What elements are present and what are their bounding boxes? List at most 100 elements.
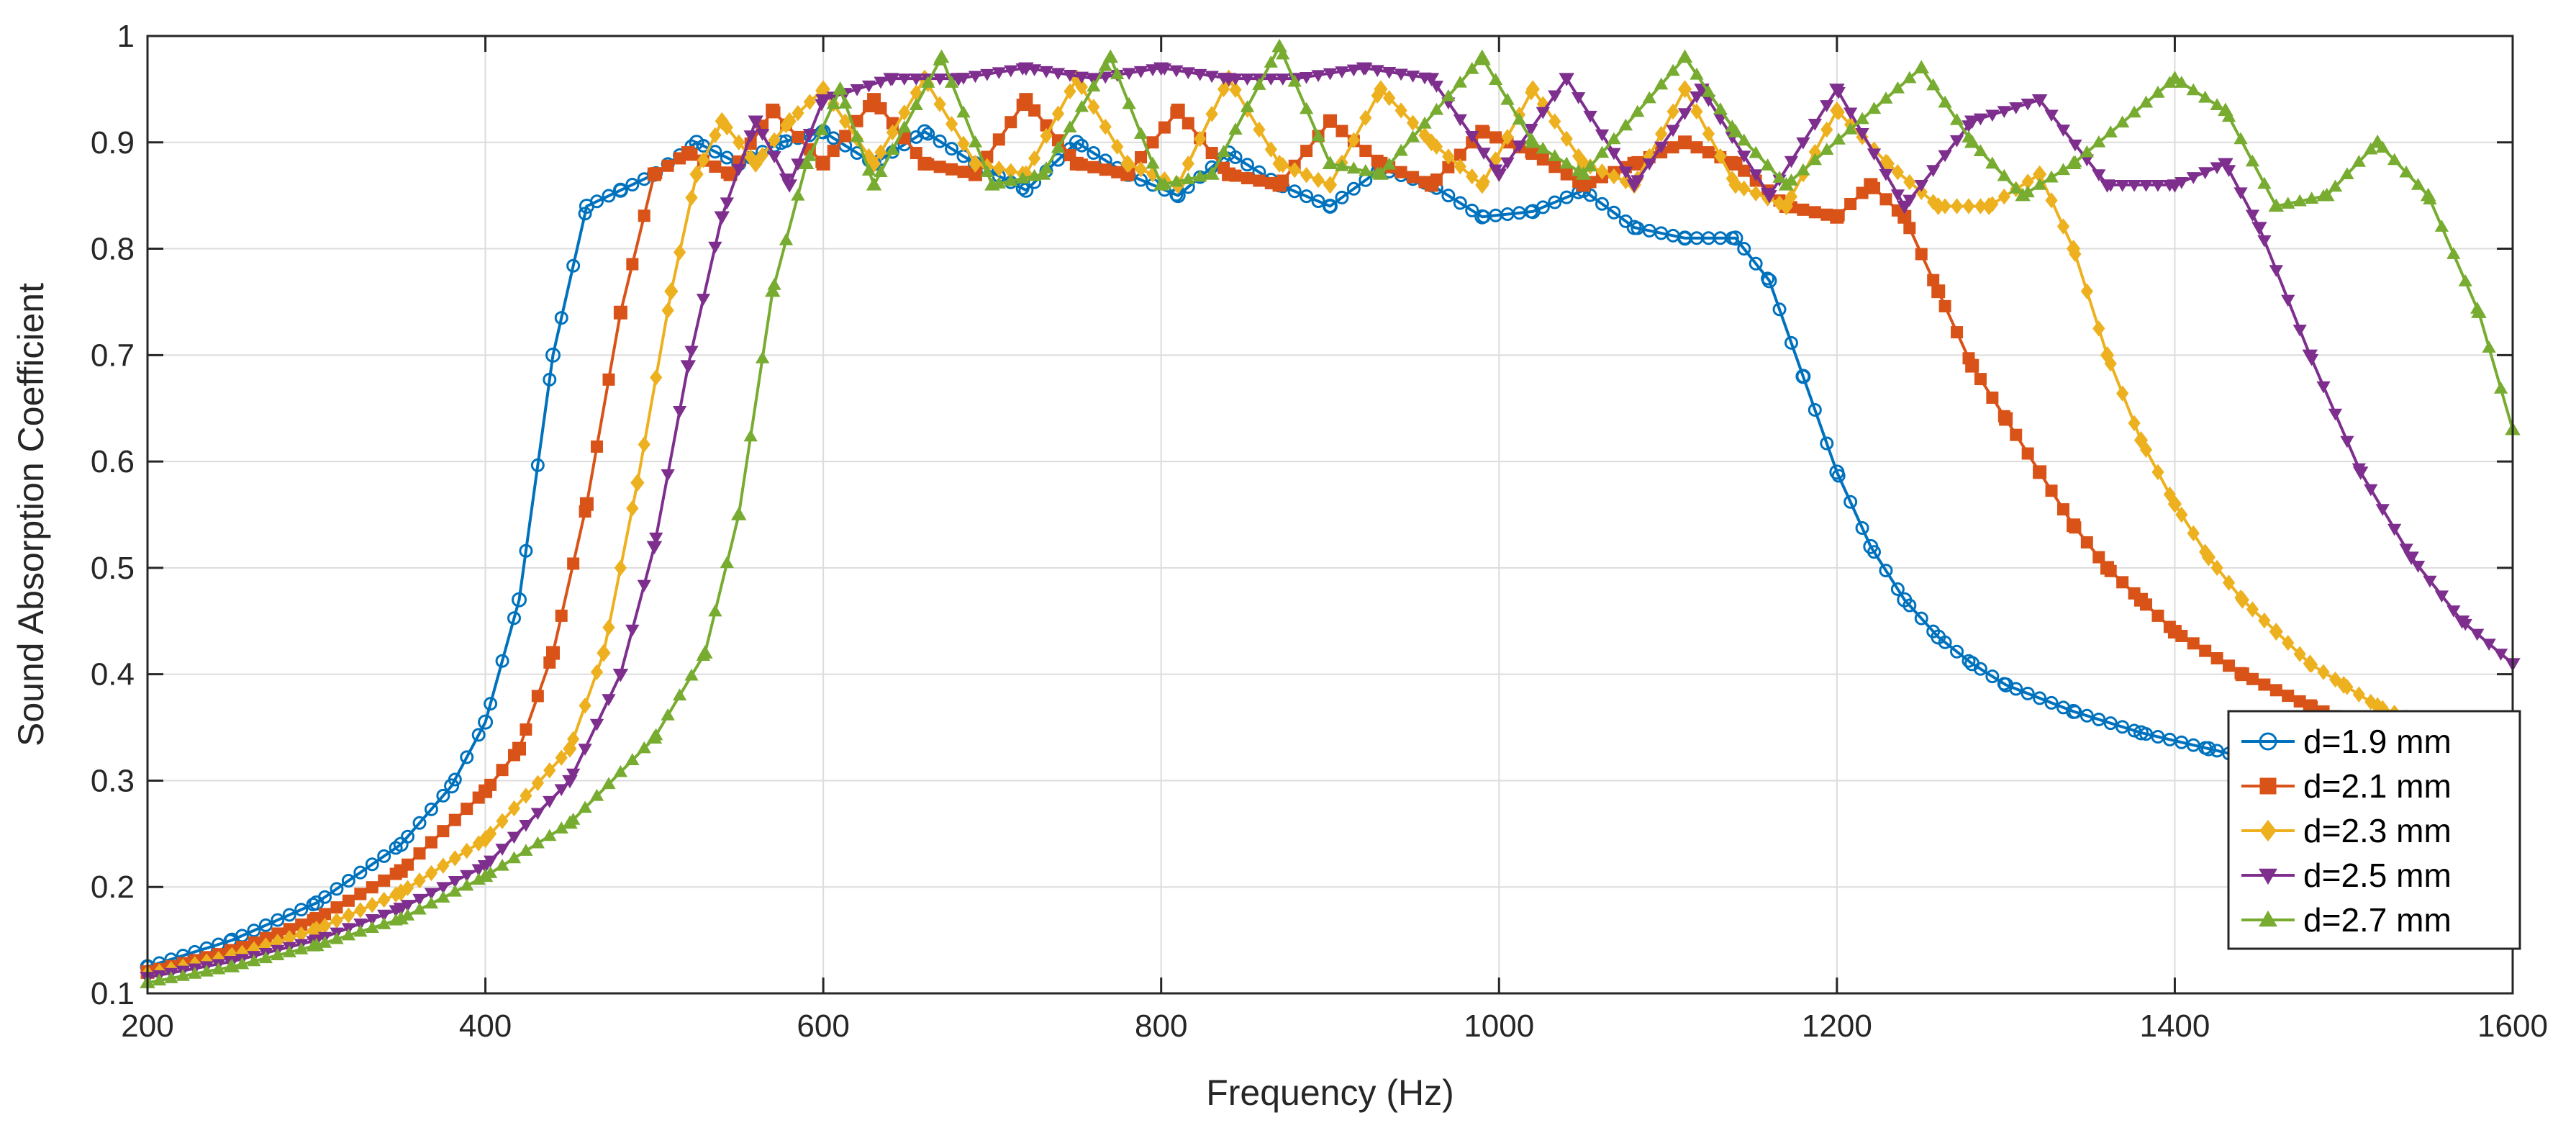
series-marker bbox=[235, 957, 250, 970]
series-marker bbox=[1737, 133, 1751, 146]
series-marker bbox=[461, 803, 473, 816]
series-marker bbox=[1548, 113, 1561, 130]
series-marker bbox=[1962, 654, 1976, 668]
series-marker bbox=[755, 129, 770, 141]
data-point bbox=[2268, 198, 2285, 212]
series-marker bbox=[2139, 95, 2154, 108]
data-point bbox=[1069, 156, 1084, 171]
series-marker bbox=[365, 913, 379, 926]
y-tick-label: 0.7 bbox=[91, 338, 135, 373]
data-point bbox=[563, 739, 577, 758]
series-marker bbox=[602, 189, 616, 203]
series-marker bbox=[1559, 156, 1574, 169]
series-marker bbox=[850, 130, 864, 143]
series-marker bbox=[530, 458, 545, 472]
data-point bbox=[224, 959, 240, 972]
series-marker bbox=[1122, 68, 1136, 81]
series-marker bbox=[1039, 66, 1053, 78]
legend-marker bbox=[2259, 819, 2277, 842]
series-marker bbox=[1997, 168, 2011, 181]
series-marker bbox=[2269, 684, 2282, 697]
data-point bbox=[1897, 592, 1913, 608]
series-marker bbox=[1666, 125, 1680, 137]
series-marker bbox=[709, 127, 722, 144]
series-marker bbox=[2399, 165, 2413, 178]
series-marker bbox=[1276, 73, 1290, 86]
series-marker bbox=[2021, 686, 2035, 700]
y-tick-label: 0.2 bbox=[91, 870, 135, 905]
series-marker bbox=[2281, 294, 2295, 307]
series-marker bbox=[448, 850, 461, 867]
series-marker bbox=[1264, 141, 1277, 158]
data-point bbox=[1829, 83, 1845, 97]
series-marker bbox=[448, 813, 461, 826]
series-marker bbox=[2364, 484, 2378, 497]
data-point bbox=[2454, 615, 2470, 629]
series-marker bbox=[1453, 75, 1467, 88]
series-marker bbox=[424, 896, 439, 909]
data-point bbox=[512, 741, 527, 756]
data-point bbox=[917, 156, 932, 171]
series-marker bbox=[271, 948, 285, 960]
series-marker bbox=[2080, 536, 2093, 549]
series-marker bbox=[2269, 265, 2283, 277]
data-point bbox=[1931, 629, 1946, 645]
series-marker bbox=[1690, 67, 1704, 80]
series-marker bbox=[1607, 132, 1621, 145]
data-point bbox=[1575, 166, 1592, 180]
series-marker bbox=[2009, 181, 2023, 194]
legend-label: d=2.7 mm bbox=[2303, 901, 2452, 939]
series-marker bbox=[2282, 634, 2295, 651]
data-point bbox=[951, 73, 966, 87]
data-point bbox=[1153, 62, 1169, 76]
series-marker bbox=[1241, 172, 1253, 185]
series-marker bbox=[1808, 153, 1823, 166]
series-marker bbox=[732, 163, 746, 176]
series-marker bbox=[590, 664, 604, 680]
series-marker bbox=[909, 98, 923, 110]
data-point bbox=[2318, 187, 2335, 202]
series-marker bbox=[708, 145, 722, 159]
data-point bbox=[1626, 220, 1642, 235]
series-marker bbox=[874, 76, 888, 89]
series-marker bbox=[1300, 145, 1313, 158]
series-marker bbox=[1797, 203, 1810, 216]
series-marker bbox=[2198, 90, 2213, 103]
series-marker bbox=[1193, 68, 1207, 81]
series-marker bbox=[944, 76, 959, 88]
series-marker bbox=[2258, 612, 2271, 629]
series-marker bbox=[768, 132, 781, 149]
series-layer bbox=[140, 38, 2521, 988]
data-point bbox=[1677, 80, 1692, 99]
series-marker bbox=[566, 768, 581, 781]
series-marker bbox=[1950, 198, 1964, 215]
series-marker bbox=[613, 764, 628, 777]
x-tick-label: 1400 bbox=[2139, 1008, 2210, 1044]
series-marker bbox=[909, 73, 923, 86]
series-marker bbox=[437, 825, 450, 838]
series-marker bbox=[543, 372, 557, 387]
series-marker bbox=[1240, 158, 1254, 172]
series-marker bbox=[1394, 102, 1407, 119]
series-marker bbox=[720, 197, 734, 210]
data-point bbox=[2133, 431, 2149, 450]
series-marker bbox=[188, 967, 202, 979]
series-marker bbox=[1099, 118, 1112, 135]
series-marker bbox=[530, 836, 545, 849]
series-marker bbox=[282, 945, 296, 957]
x-tick-label: 1000 bbox=[1464, 1008, 1534, 1044]
y-tick-label: 0.6 bbox=[91, 444, 135, 479]
series-marker bbox=[1063, 83, 1076, 100]
series-marker bbox=[1997, 106, 2011, 118]
y-tick-label: 0.3 bbox=[91, 763, 135, 798]
data-point bbox=[1761, 273, 1777, 289]
data-point bbox=[545, 646, 560, 660]
series-marker bbox=[1654, 77, 1669, 90]
series-marker bbox=[1938, 95, 1952, 108]
data-point bbox=[2200, 741, 2216, 757]
series-marker bbox=[637, 579, 651, 592]
series-marker bbox=[1134, 161, 1148, 178]
data-point bbox=[545, 347, 561, 363]
y-tick-label: 1 bbox=[117, 19, 135, 54]
legend-label: d=2.3 mm bbox=[2303, 812, 2452, 849]
